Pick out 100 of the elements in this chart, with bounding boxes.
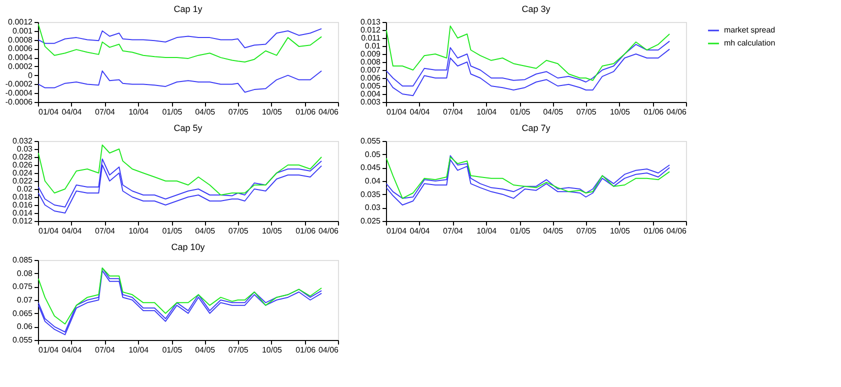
- y-tick-label: 0.003: [360, 98, 382, 106]
- y-tick-label: 0.013: [360, 18, 382, 26]
- x-tick-label: 10/05: [262, 346, 283, 354]
- y-tick-label: 0.006: [360, 74, 382, 82]
- x-tick-label: 10/04: [128, 226, 150, 236]
- x-tick-label: 07/05: [228, 226, 249, 236]
- y-tick-label: 0.0006: [8, 44, 34, 54]
- x-tick-label: 10/05: [610, 108, 631, 116]
- x-tick-label: 01/05: [162, 226, 183, 236]
- chart-title: Cap 7y: [522, 123, 551, 133]
- x-tick-label: 01/04: [38, 346, 60, 354]
- x-tick-label: 04/05: [543, 226, 564, 236]
- y-tick-label: 0.0004: [8, 53, 34, 62]
- x-tick-label: 07/04: [442, 108, 464, 116]
- x-tick-label: 10/04: [476, 108, 498, 116]
- x-tick-label: 01/05: [510, 108, 531, 116]
- y-tick-label: 0.055: [12, 336, 34, 344]
- x-tick-label: 10/05: [262, 226, 283, 236]
- x-tick-label: 01/05: [510, 226, 531, 236]
- x-tick-label: 10/04: [476, 226, 498, 236]
- y-tick-label: 0.016: [12, 200, 34, 210]
- y-tick-label: 0.05: [364, 150, 382, 159]
- x-tick-label: 07/04: [94, 346, 116, 354]
- x-tick-label: 04/04: [410, 108, 430, 116]
- y-tick-label: 0.009: [360, 50, 382, 58]
- x-tick-label: 04/06: [318, 226, 340, 236]
- y-tick-label: 0.07: [16, 296, 34, 304]
- x-tick-label: 07/05: [228, 108, 249, 116]
- y-tick-label: 0.04: [364, 176, 382, 186]
- x-tick-label: 01/06: [296, 108, 316, 116]
- y-tick-label: 0.012: [12, 216, 34, 226]
- x-tick-label: 04/05: [195, 346, 216, 354]
- y-tick-label: 0.08: [16, 268, 34, 278]
- y-tick-label: 0.045: [360, 163, 382, 172]
- y-tick-label: 0.028: [12, 152, 34, 162]
- x-tick-label: 10/04: [128, 346, 150, 354]
- x-tick-label: 07/05: [576, 226, 597, 236]
- x-tick-label: 10/04: [128, 108, 150, 116]
- y-tick-label: 0.06: [16, 322, 34, 332]
- legend-label: market spread: [724, 26, 776, 34]
- y-tick-label: 0.022: [12, 176, 34, 186]
- x-tick-label: 01/06: [644, 108, 664, 116]
- x-tick-label: 07/04: [94, 108, 116, 116]
- y-tick-label: 0.085: [12, 256, 34, 264]
- y-tick-label: 0.008: [360, 58, 382, 66]
- x-tick-label: 04/04: [410, 226, 430, 236]
- y-tick-label: 0.025: [360, 216, 382, 226]
- y-tick-label: 0.03: [16, 144, 34, 154]
- y-tick-label: 0.0002: [8, 62, 34, 71]
- y-tick-label: 0.014: [12, 208, 34, 218]
- x-tick-label: 07/04: [442, 226, 464, 236]
- x-tick-label: 04/05: [195, 226, 216, 236]
- x-tick-label: 10/05: [262, 108, 283, 116]
- y-tick-label: 0.055: [360, 136, 382, 146]
- y-tick-label: 0.011: [361, 34, 382, 42]
- x-tick-label: 10/05: [610, 226, 631, 236]
- y-tick-label: 0.03: [364, 203, 382, 212]
- y-tick-label: 0.032: [12, 136, 34, 146]
- x-tick-label: 04/06: [318, 346, 340, 354]
- x-tick-label: 01/06: [296, 346, 316, 354]
- x-tick-label: 04/06: [666, 226, 688, 236]
- y-tick-label: 0.005: [360, 82, 382, 90]
- y-tick-label: 0.012: [360, 26, 382, 34]
- y-tick-label: 0.004: [360, 90, 382, 98]
- x-tick-label: 04/04: [62, 226, 82, 236]
- y-tick-label: 0.001: [12, 26, 34, 36]
- y-tick-label: 0.0012: [8, 18, 34, 26]
- x-tick-label: 07/05: [228, 346, 249, 354]
- x-tick-label: 04/06: [666, 108, 688, 116]
- x-tick-label: 07/05: [576, 108, 597, 116]
- x-tick-label: 04/05: [543, 108, 564, 116]
- x-tick-label: 04/04: [62, 346, 82, 354]
- y-tick-label: 0.024: [12, 168, 34, 178]
- chart-title: Cap 10y: [171, 242, 206, 252]
- y-tick-label: 0.02: [16, 184, 34, 194]
- x-tick-label: 07/04: [94, 226, 116, 236]
- x-tick-label: 01/06: [296, 226, 316, 236]
- y-tick-label: -0.0004: [5, 88, 34, 98]
- y-tick-label: 0.065: [12, 308, 34, 318]
- y-tick-label: 0.075: [12, 282, 34, 292]
- x-tick-label: 04/06: [318, 108, 340, 116]
- y-tick-label: 0.007: [360, 66, 382, 74]
- x-tick-label: 01/04: [386, 108, 408, 116]
- y-tick-label: 0.035: [360, 190, 382, 199]
- x-tick-label: 01/04: [38, 226, 60, 236]
- x-tick-label: 01/04: [38, 108, 60, 116]
- y-tick-label: -0.0002: [5, 80, 34, 89]
- y-tick-label: 0.026: [12, 160, 34, 170]
- y-tick-label: -0.0006: [5, 98, 34, 106]
- x-tick-label: 04/04: [62, 108, 82, 116]
- x-tick-label: 01/05: [162, 346, 183, 354]
- y-tick-label: 0.01: [364, 42, 382, 50]
- y-tick-label: 0.0008: [8, 35, 34, 44]
- chart-title: Cap 1y: [174, 4, 203, 14]
- x-tick-label: 01/05: [162, 108, 183, 116]
- x-tick-label: 01/06: [644, 226, 664, 236]
- chart-title: Cap 5y: [174, 123, 203, 133]
- y-tick-label: 0: [28, 70, 34, 80]
- legend-label: mh calculation: [724, 38, 776, 48]
- x-tick-label: 04/05: [195, 108, 216, 116]
